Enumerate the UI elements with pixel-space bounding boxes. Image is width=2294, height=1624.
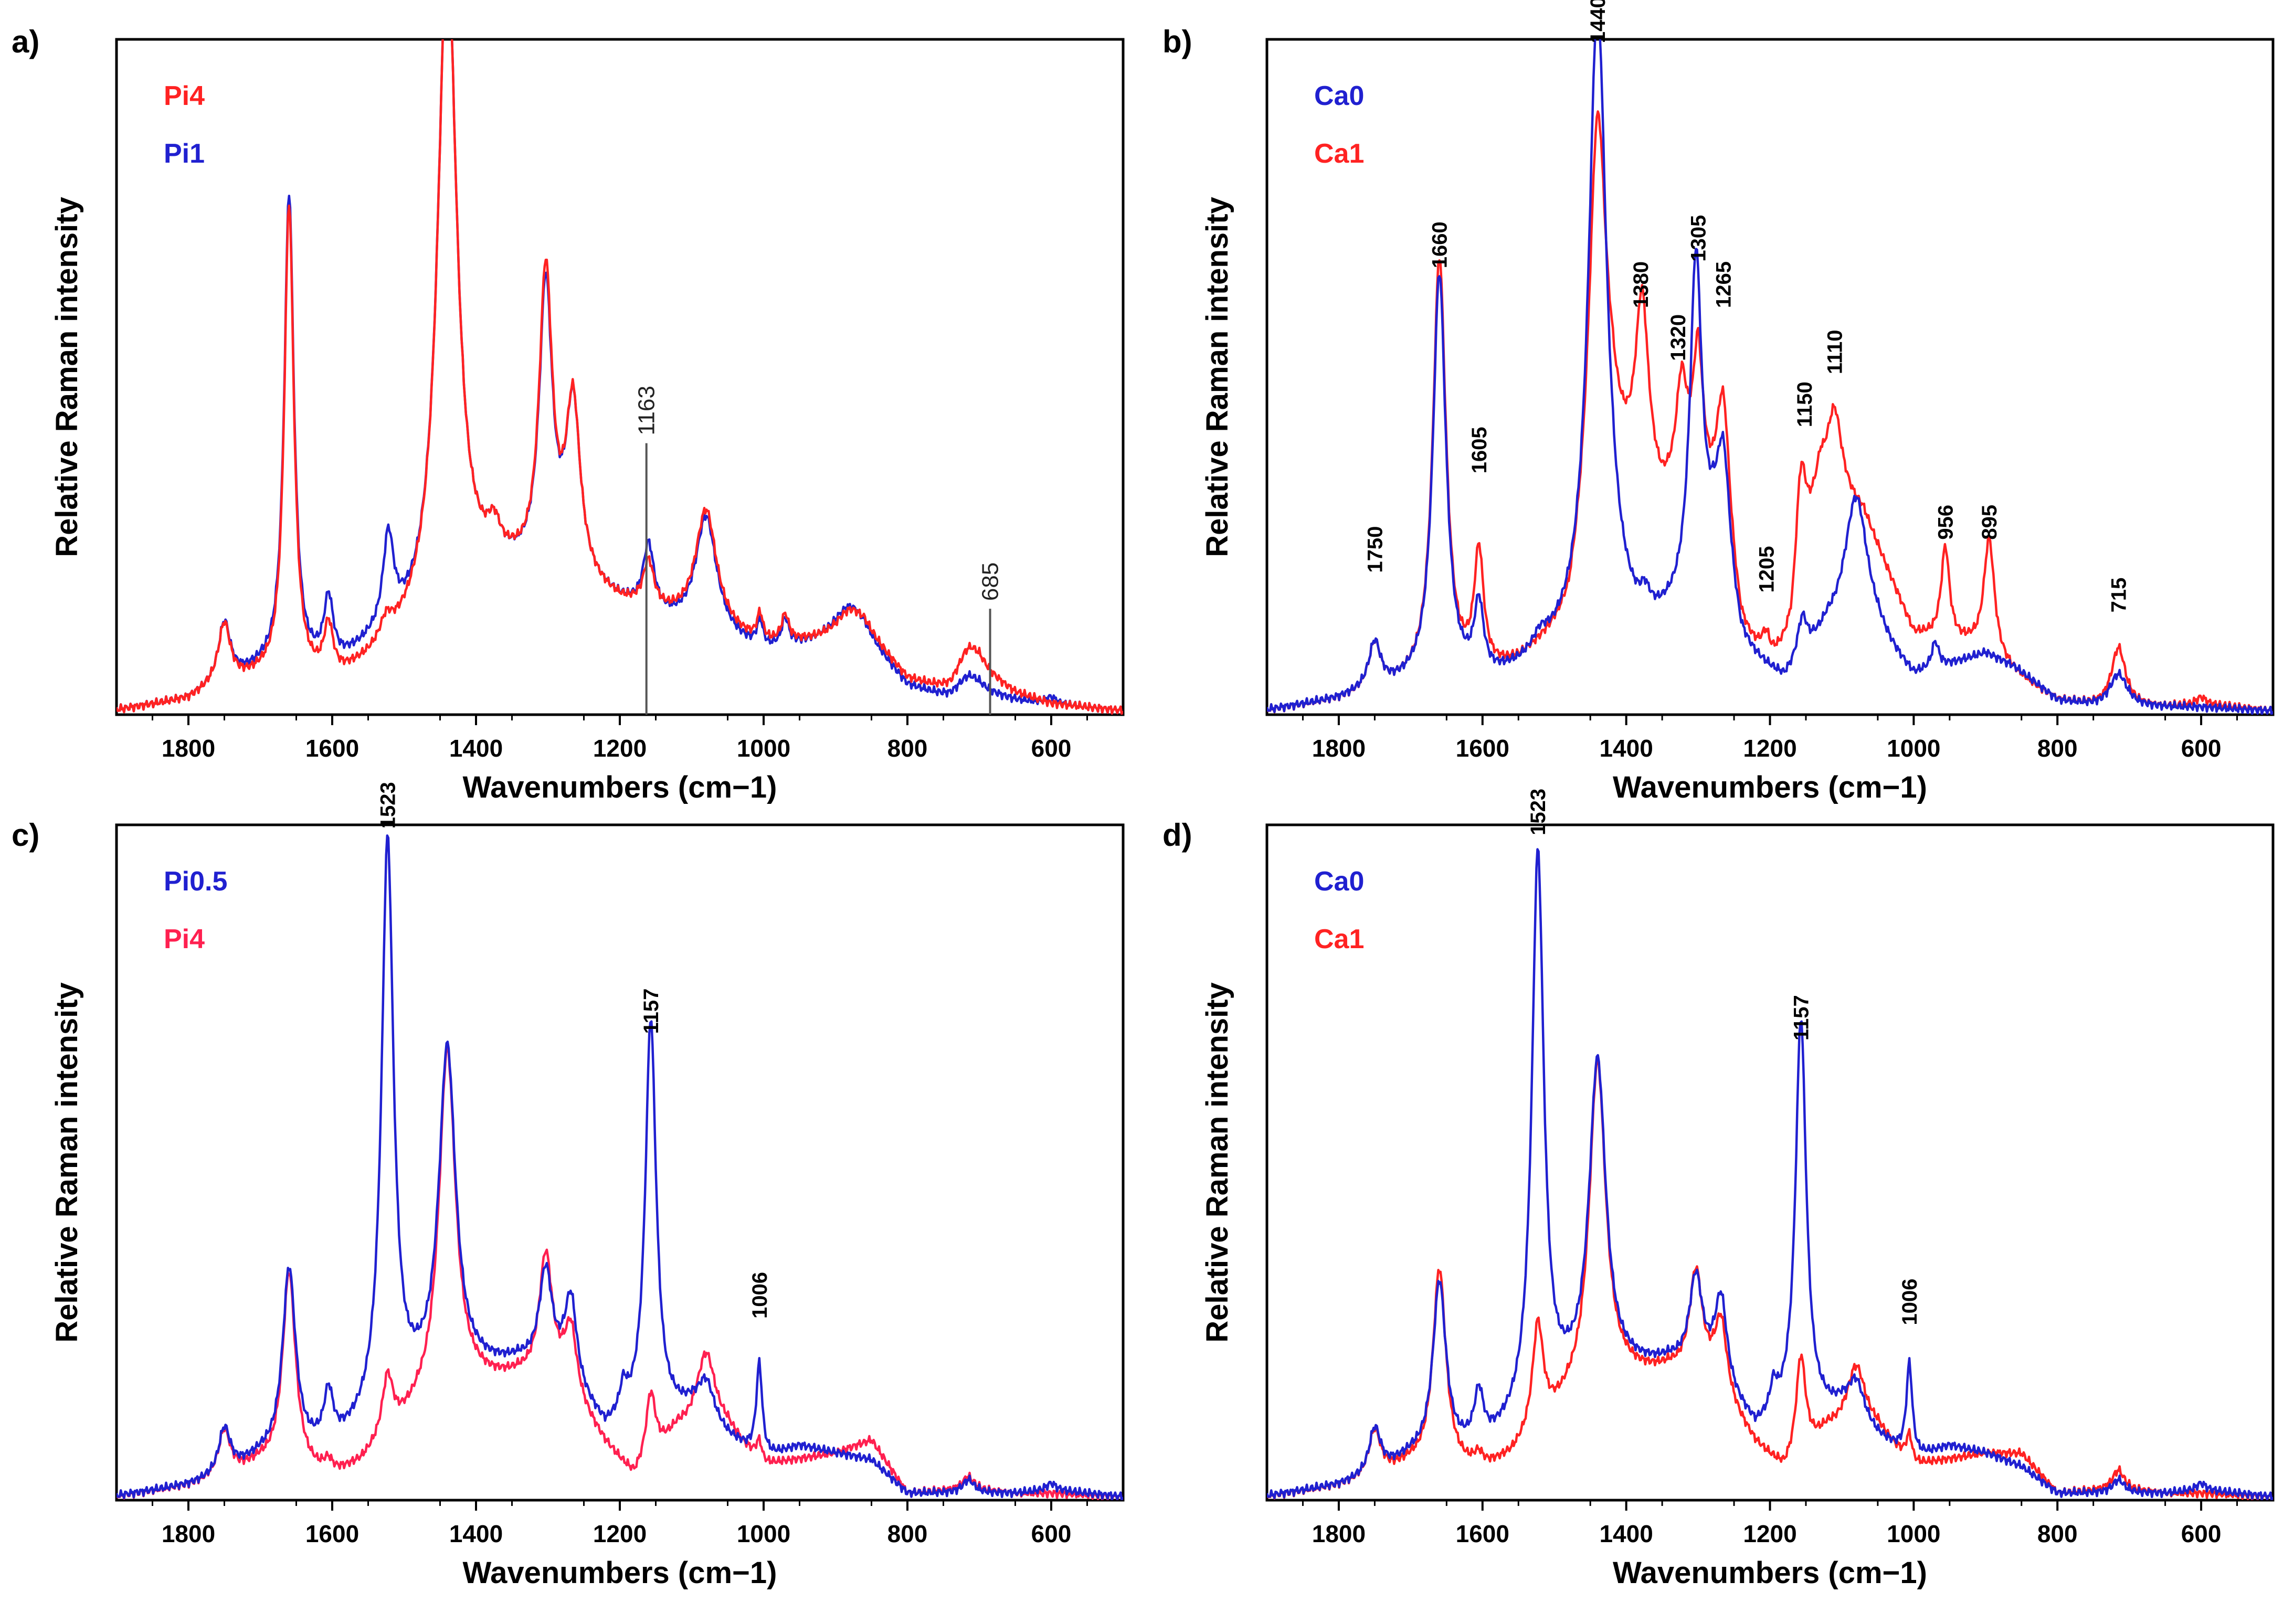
peak-annotations: 1163 685 [634,386,1003,715]
peak-label: 1163 [634,386,660,436]
peak-label: 1157 [640,989,663,1034]
peak-label: 895 [1978,505,2001,540]
panel-label: a) [12,24,39,59]
series-line-Pi1 [117,39,1123,715]
peak-label: 1205 [1756,546,1779,593]
peak-label: 1305 [1687,215,1710,262]
x-tick-label: 1400 [1599,735,1653,762]
x-tick-label: 1400 [1599,1520,1653,1547]
peak-label: 1523 [1527,789,1550,835]
peak-label: 1523 [376,782,399,829]
peak-label: 1605 [1468,427,1491,473]
x-tick-label: 800 [887,1520,928,1547]
legend-entry: Pi4 [164,81,205,111]
x-tick-label: 600 [2181,735,2222,762]
x-tick-label: 1000 [1887,1520,1940,1547]
legend: Pi0.5 Pi4 [164,866,227,954]
x-tick-label: 1200 [593,735,647,762]
y-axis-title: Relative Raman intensity [50,197,84,557]
peak-label: 715 [2108,578,2131,613]
peak-label: 1006 [748,1272,771,1319]
x-tick-label: 1200 [593,1520,647,1547]
peak-label: 1265 [1712,261,1735,308]
legend: Pi4 Pi1 [164,81,205,169]
legend-entry: Ca1 [1314,924,1364,954]
plot-frame [115,38,1125,716]
x-tick-label: 1800 [162,1520,215,1547]
panel-b: b) 1800 1600 1400 1200 1000 800 600 Wavenumbers … [1162,0,2275,804]
peak-label: 956 [1934,505,1958,540]
y-axis-title: Relative Raman intensity [1200,197,1234,557]
peak-label: 1006 [1898,1279,1921,1325]
x-axis: 1800 1600 1400 1200 1000 800 600 [1302,715,2238,762]
peak-annotations: 1523 1157 1006 [376,782,771,1319]
peak-label: 1150 [1793,381,1816,427]
legend-entry: Ca0 [1314,866,1364,897]
panel-c: c) 1800 1600 1400 1200 1000 800 600 Wavenumbers … [12,782,1125,1590]
y-axis-title: Relative Raman intensity [1200,982,1234,1343]
x-tick-label: 1000 [1887,735,1940,762]
panel-d: d) 1800 1600 1400 1200 1000 800 600 Wavenumbers … [1162,789,2275,1590]
legend-entry: Pi4 [164,924,205,954]
x-tick-label: 1200 [1743,1520,1796,1547]
x-tick-label: 1400 [449,735,503,762]
x-tick-label: 1600 [305,1520,359,1547]
x-tick-label: 1200 [1743,735,1796,762]
peak-label: 1440 [1587,0,1610,43]
series-line-Pi0.5 [117,834,1123,1500]
legend: Ca0 Ca1 [1314,866,1364,954]
x-tick-label: 1000 [737,1520,790,1547]
x-tick-label: 600 [2181,1520,2222,1547]
peak-label: 1750 [1363,526,1387,573]
series-line-Pi4 [117,39,1123,715]
series-line-Ca0 [1267,848,2273,1500]
x-tick-label: 1600 [305,735,359,762]
x-tick-label: 1800 [162,735,215,762]
x-tick-label: 800 [2037,1520,2078,1547]
x-axis: 1800 1600 1400 1200 1000 800 600 [152,1500,1088,1547]
x-axis-title: Wavenumbers (cm−1) [462,770,777,804]
plot-frame [115,823,1125,1502]
peak-label: 685 [978,562,1003,601]
legend-entry: Ca0 [1314,81,1364,111]
legend-entry: Ca1 [1314,139,1364,169]
x-tick-label: 1800 [1312,1520,1366,1547]
peak-label: 1380 [1630,261,1653,308]
legend-entry: Pi1 [164,139,205,169]
x-axis: 1800 1600 1400 1200 1000 800 600 [1302,1500,2238,1547]
peak-label: 1660 [1429,221,1452,268]
peak-annotations: 1523 1157 1006 [1527,789,1921,1325]
series-line-Ca1 [1267,110,2273,715]
legend: Ca0 Ca1 [1314,81,1364,169]
x-axis-title: Wavenumbers (cm−1) [1613,770,1927,804]
x-tick-label: 1400 [449,1520,503,1547]
y-axis-title: Relative Raman intensity [50,982,84,1343]
peak-label: 1110 [1824,330,1847,375]
x-tick-label: 1600 [1456,735,1509,762]
x-tick-label: 600 [1031,735,1072,762]
panel-label: b) [1162,24,1192,59]
peak-label: 1320 [1667,314,1690,361]
panel-label: c) [12,818,39,853]
x-tick-label: 600 [1031,1520,1072,1547]
x-axis-title: Wavenumbers (cm−1) [462,1556,777,1590]
peak-label: 1157 [1790,995,1813,1041]
x-tick-label: 800 [887,735,928,762]
x-axis: 1800 1600 1400 1200 1000 800 600 [152,715,1088,762]
panel-a: a) 1800 1600 1400 1200 1000 800 600 Wavenumbers … [12,24,1125,804]
series-line-Ca0 [1267,39,2273,715]
legend-entry: Pi0.5 [164,866,227,897]
x-tick-label: 1000 [737,735,790,762]
plot-frame [1265,823,2275,1502]
x-tick-label: 1600 [1456,1520,1509,1547]
plot-frame [1265,38,2275,716]
panel-label: d) [1162,818,1192,853]
x-tick-label: 1800 [1312,735,1366,762]
x-tick-label: 800 [2037,735,2078,762]
x-axis-title: Wavenumbers (cm−1) [1613,1556,1927,1590]
